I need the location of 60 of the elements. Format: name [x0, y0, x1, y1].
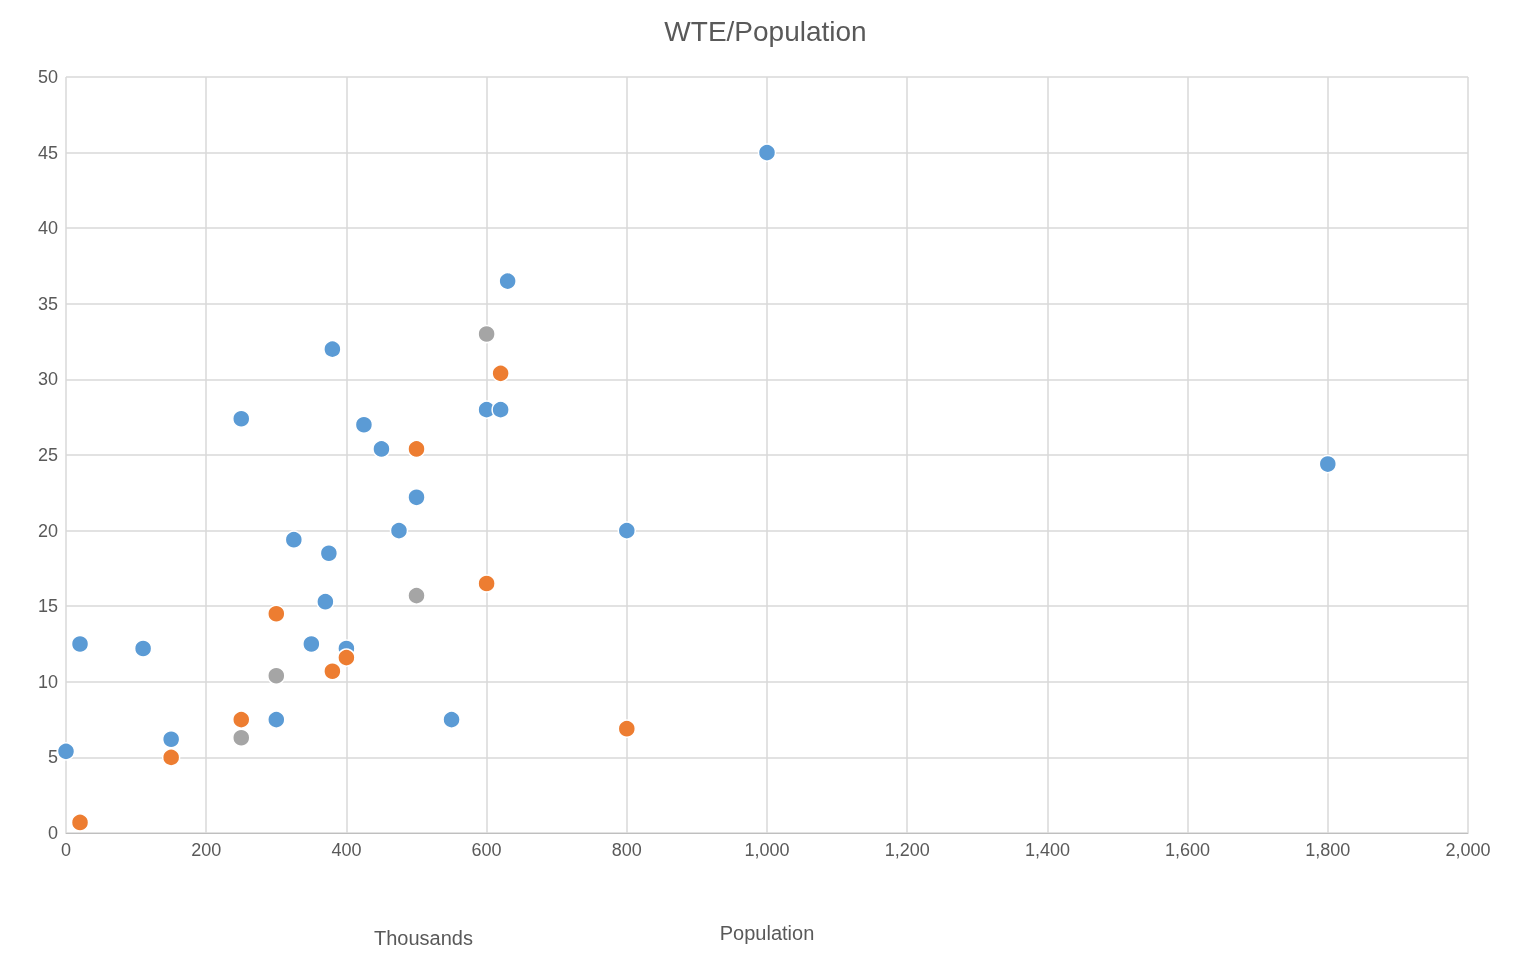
point	[267, 604, 286, 624]
point	[133, 639, 153, 658]
x-tick-label: 200	[191, 840, 222, 860]
point	[267, 710, 286, 729]
point	[407, 488, 426, 507]
point	[491, 364, 510, 383]
point	[354, 415, 374, 435]
point	[161, 748, 181, 767]
point	[337, 648, 356, 667]
point	[319, 544, 339, 563]
x-tick-label: 1,200	[884, 840, 930, 860]
x-tick-label: 600	[471, 840, 502, 860]
y-tick-label: 50	[37, 67, 58, 87]
point	[491, 400, 510, 419]
point	[442, 710, 461, 729]
x-tick-label: 1,000	[744, 840, 790, 860]
point	[757, 143, 777, 162]
x-tick-label: 800	[611, 840, 642, 860]
point	[407, 586, 426, 605]
point	[1318, 454, 1338, 474]
point	[316, 592, 335, 611]
chart-title: WTE/Population	[664, 15, 867, 47]
point	[232, 710, 251, 729]
point	[323, 339, 342, 359]
point	[389, 521, 409, 540]
point	[617, 719, 637, 738]
x-tick-label: 1,400	[1024, 840, 1070, 860]
point	[323, 661, 342, 681]
point	[267, 666, 286, 685]
y-tick-label: 15	[37, 596, 58, 617]
y-tick-label: 0	[47, 823, 58, 843]
y-tick-label: 20	[37, 520, 58, 541]
x-tick-label: 400	[331, 840, 362, 860]
y-tick-label: 40	[37, 218, 58, 239]
point	[477, 574, 496, 593]
point	[232, 409, 251, 428]
y-tick-label: 30	[37, 369, 58, 390]
x-axis-title: Population	[719, 922, 815, 944]
x-tick-label: 0	[60, 840, 72, 860]
point	[498, 271, 517, 291]
x-tick-label: 1,800	[1305, 840, 1351, 860]
point	[161, 730, 181, 749]
point	[284, 530, 304, 549]
y-tick-label: 25	[37, 445, 58, 465]
x-tick-label: 2,000	[1445, 840, 1491, 860]
y-tick-label: 45	[37, 142, 58, 163]
y-tick-label: 5	[47, 747, 58, 768]
point	[70, 634, 90, 654]
x-tick-label: 1,600	[1165, 840, 1211, 860]
text: Thousands	[374, 927, 473, 949]
point	[617, 521, 637, 540]
y-tick-label: 35	[37, 293, 58, 314]
y-tick-label: 10	[37, 671, 58, 692]
point	[232, 728, 251, 747]
point	[407, 439, 426, 459]
point	[70, 813, 90, 832]
point	[56, 742, 76, 761]
point	[302, 634, 321, 654]
point	[372, 439, 391, 459]
point	[477, 324, 496, 344]
